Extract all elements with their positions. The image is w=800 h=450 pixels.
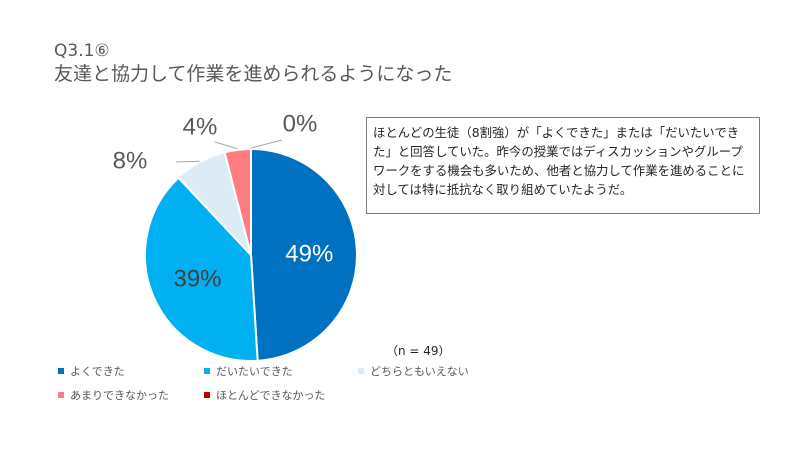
legend-item-yoku: よくできた xyxy=(58,364,125,380)
leader-line xyxy=(250,139,283,149)
legend-label: よくできた xyxy=(70,365,125,378)
legend-swatch xyxy=(358,368,364,374)
legend-item-hotondo: ほとんどできなかった xyxy=(204,388,325,404)
question-number: Q3.1⑥ xyxy=(54,41,110,61)
legend-label: どちらともいえない xyxy=(370,365,469,378)
legend-label: だいたいできた xyxy=(216,365,293,378)
leader-line xyxy=(214,141,238,150)
label-dochira: 8% xyxy=(113,147,148,174)
legend-item-dochira: どちらともいえない xyxy=(358,364,469,380)
leader-line xyxy=(175,160,200,163)
legend-swatch xyxy=(58,368,64,374)
legend-label: ほとんどできなかった xyxy=(216,389,326,402)
legend-item-daitai: だいたいできた xyxy=(204,364,293,380)
slice-amari xyxy=(223,147,252,256)
legend-swatch xyxy=(204,392,210,398)
sample-size-note: （n = 49） xyxy=(386,344,451,358)
label-hotondo: 0% xyxy=(283,110,318,137)
label-amari: 4% xyxy=(183,113,218,140)
legend-swatch xyxy=(204,368,210,374)
legend-item-amari: あまりできなかった xyxy=(58,388,169,404)
slice-daitai xyxy=(144,176,259,362)
legend-label: あまりできなかった xyxy=(70,389,169,402)
label-yoku: 49% xyxy=(285,241,333,268)
title-block: Q3.1⑥ 友達と協力して作業を進められるようになった xyxy=(54,40,452,86)
label-daitai: 39% xyxy=(173,266,221,293)
question-title: 友達と協力して作業を進められるようになった xyxy=(54,63,453,85)
comment-box: ほとんどの生徒（8割強）が「よくできた」または「だいたいできた」と回答していた。… xyxy=(366,117,760,214)
slice-yoku xyxy=(250,147,358,362)
legend-swatch xyxy=(58,392,64,398)
